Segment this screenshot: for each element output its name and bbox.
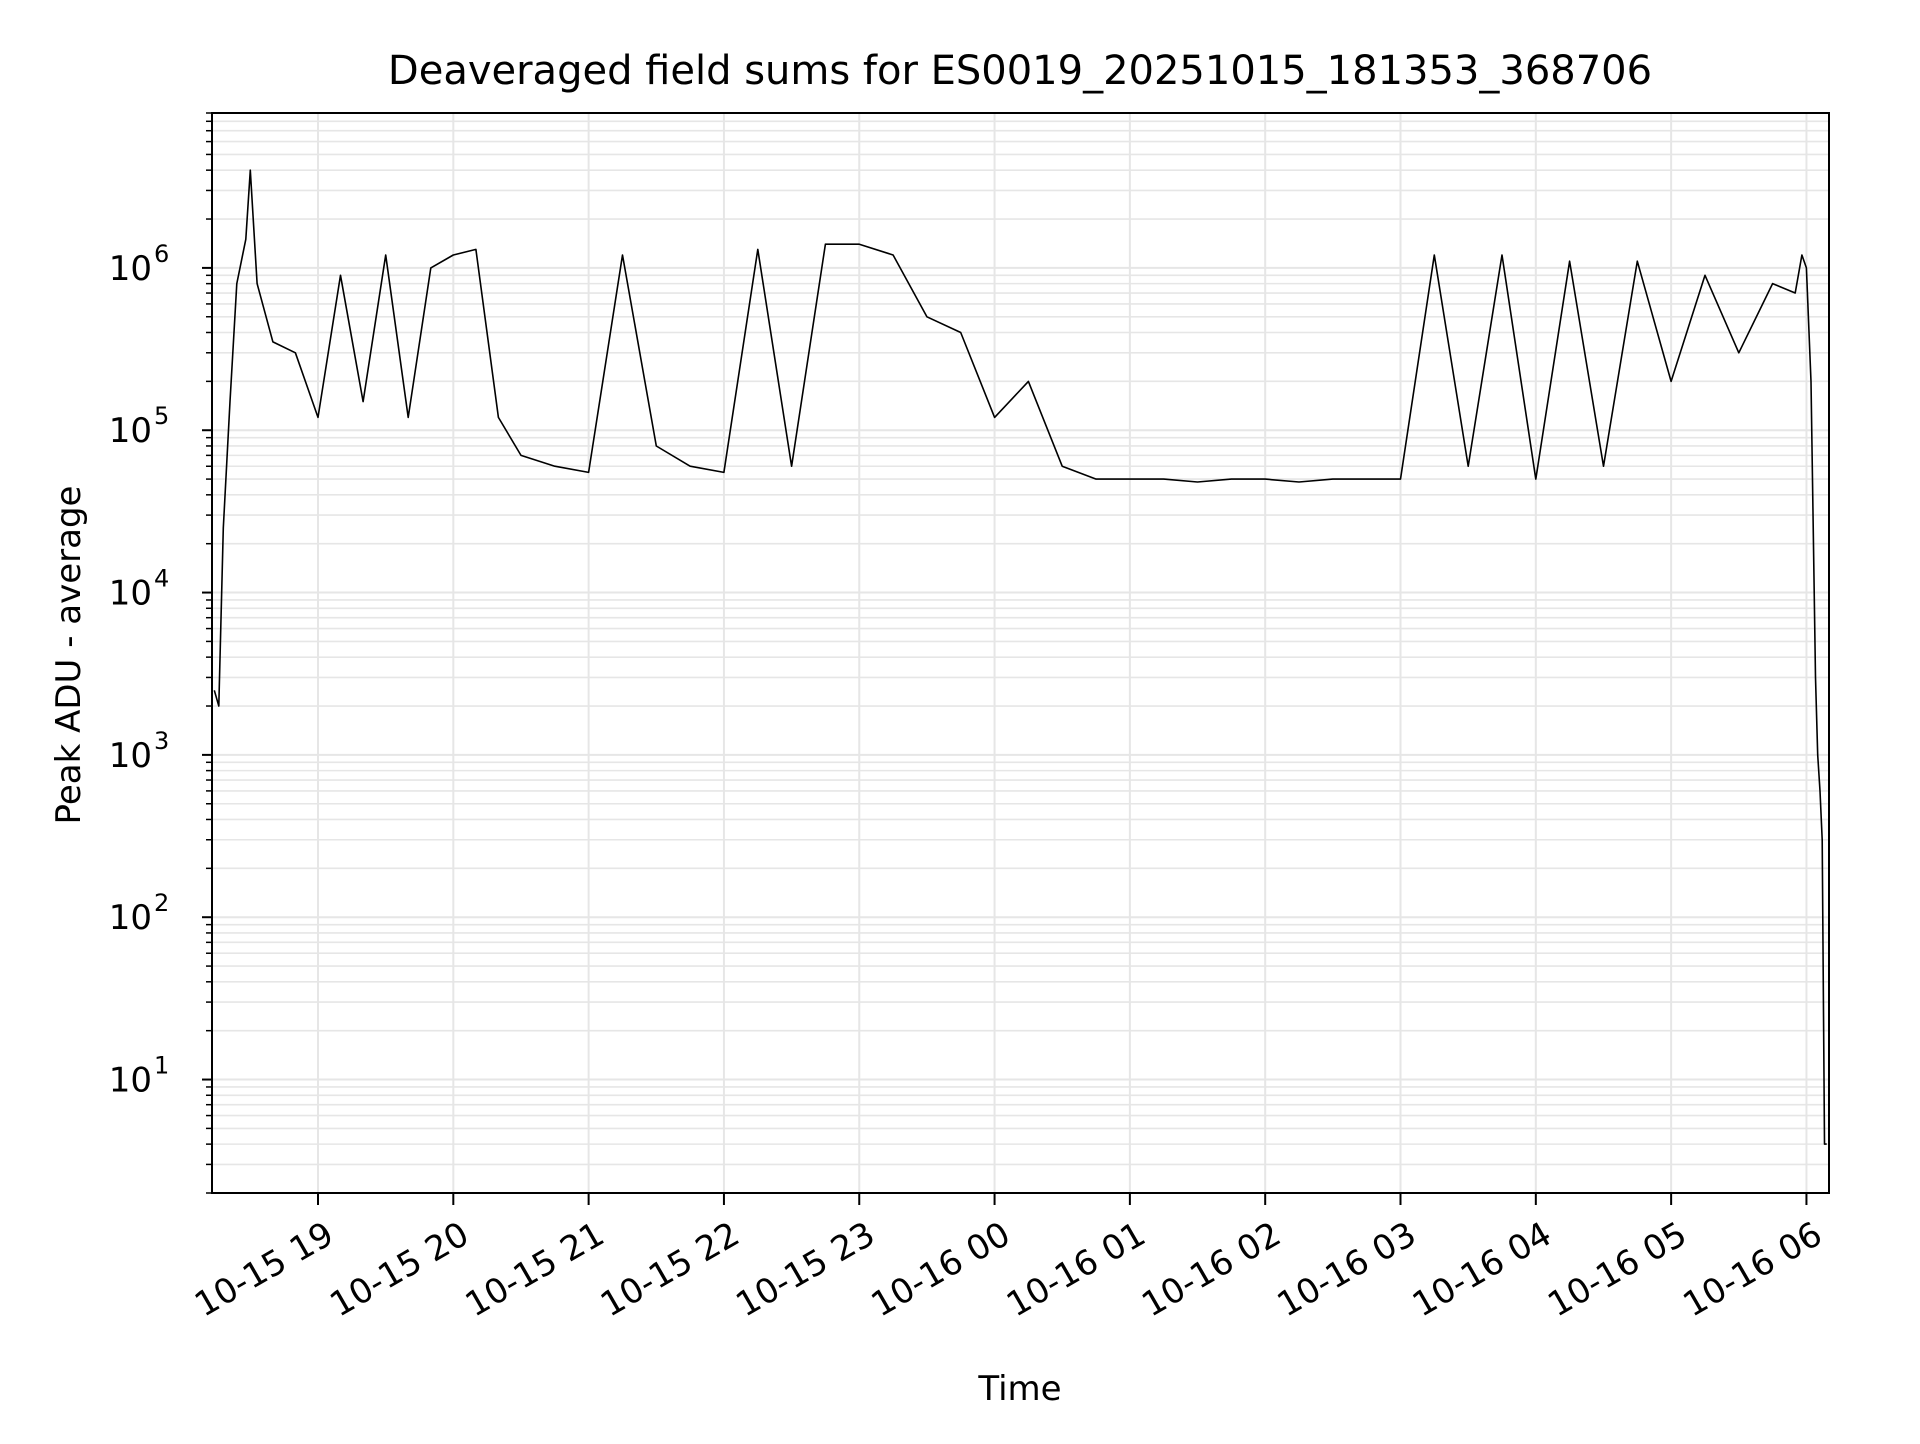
x-axis-label: Time bbox=[977, 1369, 1061, 1409]
axes-frame bbox=[211, 112, 1830, 1194]
y-tick-label-exponent: 3 bbox=[154, 727, 169, 755]
y-tick-label: 10 bbox=[109, 574, 152, 614]
y-tick-label-exponent: 5 bbox=[154, 402, 169, 430]
series-layer bbox=[213, 169, 1827, 1145]
y-tick-label-exponent: 1 bbox=[154, 1052, 169, 1080]
y-tick-label: 10 bbox=[109, 1061, 152, 1101]
y-tick-label: 10 bbox=[109, 411, 152, 451]
y-tick-label: 10 bbox=[109, 249, 152, 289]
y-tick-label-exponent: 4 bbox=[154, 565, 169, 593]
y-tick-label-exponent: 2 bbox=[154, 889, 169, 917]
series-line bbox=[213, 169, 1827, 1145]
y-tick-label-exponent: 6 bbox=[154, 240, 169, 268]
y-tick-label: 10 bbox=[109, 898, 152, 938]
grid-layer bbox=[212, 112, 1829, 1194]
y-tick-label: 10 bbox=[109, 736, 152, 776]
y-axis-label: Peak ADU - average bbox=[49, 486, 89, 825]
chart-title: Deaveraged field sums for ES0019_2025101… bbox=[388, 48, 1652, 94]
